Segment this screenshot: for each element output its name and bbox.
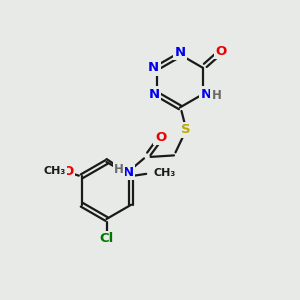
Text: CH₃: CH₃ bbox=[153, 168, 175, 178]
Text: N: N bbox=[174, 46, 186, 59]
Text: N: N bbox=[123, 166, 134, 179]
Text: CH₃: CH₃ bbox=[44, 166, 66, 176]
Text: O: O bbox=[155, 131, 166, 144]
Text: N: N bbox=[200, 88, 211, 101]
Text: H: H bbox=[114, 163, 124, 176]
Text: Cl: Cl bbox=[99, 232, 114, 245]
Text: N: N bbox=[148, 88, 160, 101]
Text: S: S bbox=[181, 123, 191, 136]
Text: N: N bbox=[148, 61, 159, 74]
Text: H: H bbox=[212, 89, 221, 102]
Text: O: O bbox=[62, 165, 73, 178]
Text: O: O bbox=[215, 45, 226, 58]
